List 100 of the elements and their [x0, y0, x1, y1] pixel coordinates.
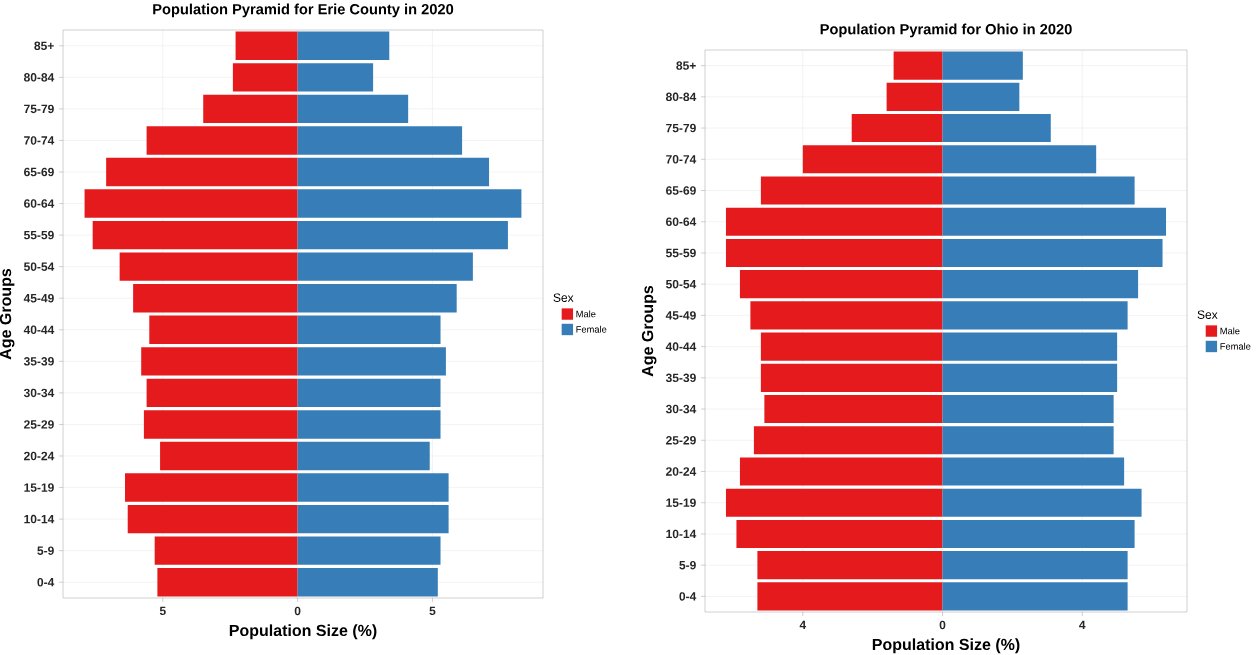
bar	[141, 347, 298, 376]
bar	[146, 378, 298, 408]
x-tick-label: 0	[294, 606, 301, 616]
x-tick-label: 0	[939, 620, 946, 630]
x-axis-title: Population Size (%)	[229, 624, 377, 640]
y-tick-label: 40-44	[665, 342, 697, 351]
bar	[84, 189, 298, 218]
y-axis-title: Age Groups	[0, 268, 15, 360]
bar	[725, 207, 943, 236]
bar	[760, 332, 943, 361]
legend-label: Male	[1220, 327, 1240, 335]
bar	[893, 51, 943, 80]
bar	[942, 145, 1097, 174]
y-tick-label: 80-84	[665, 92, 697, 102]
legend-title: Sex	[553, 293, 574, 302]
bar	[297, 504, 449, 534]
bar	[106, 157, 298, 187]
bar	[942, 301, 1128, 330]
y-tick-label: 5-9	[37, 546, 54, 555]
y-tick-label: 60-64	[666, 217, 697, 226]
y-tick-label: 25-29	[666, 436, 696, 445]
bar	[297, 220, 508, 250]
y-tick-label: 35-39	[665, 373, 696, 383]
bar	[146, 126, 298, 155]
y-tick-label: 30-34	[665, 404, 697, 414]
bar	[297, 189, 522, 218]
y-tick-label: 10-14	[666, 529, 697, 539]
bar	[942, 363, 1118, 392]
bar	[297, 284, 457, 313]
y-tick-label: 0-4	[37, 577, 55, 587]
bar	[125, 473, 298, 502]
y-tick-label: 65-69	[24, 167, 54, 177]
y-tick-label: 55-59	[23, 230, 54, 240]
y-tick-label: 25-29	[24, 420, 54, 429]
bar	[942, 582, 1128, 611]
bar	[297, 63, 374, 92]
bar	[232, 63, 298, 92]
bar	[760, 176, 943, 205]
y-axis-title: Age Groups	[641, 285, 657, 377]
y-tick-label: 60-64	[24, 199, 55, 208]
y-tick-label: 75-79	[666, 123, 696, 133]
bar	[160, 441, 298, 471]
bar	[297, 347, 446, 376]
bar	[942, 519, 1135, 548]
bar	[942, 270, 1139, 299]
bar	[297, 94, 409, 124]
bar	[942, 551, 1128, 580]
bar	[942, 114, 1051, 143]
bar	[297, 441, 430, 471]
x-tick-label: 4	[799, 620, 807, 629]
chart-title: Population Pyramid for Ohio in 2020	[820, 23, 1072, 38]
y-tick-label: 5-9	[679, 560, 696, 570]
bar	[297, 568, 438, 597]
bar	[119, 252, 298, 281]
y-tick-label: 75-79	[24, 104, 54, 114]
bar	[297, 410, 441, 439]
bar	[297, 315, 441, 344]
bar	[133, 284, 298, 313]
bar	[753, 426, 943, 455]
y-tick-label: 40-44	[23, 325, 55, 335]
y-tick-label: 70-74	[666, 155, 697, 164]
y-tick-label: 50-54	[665, 279, 697, 289]
bar	[757, 582, 943, 611]
bar	[764, 395, 943, 424]
y-tick-label: 85+	[34, 41, 54, 51]
y-tick-label: 45-49	[665, 311, 696, 320]
x-tick-label: 5	[429, 606, 436, 616]
bar	[235, 31, 298, 60]
bar	[297, 126, 463, 155]
y-tick-label: 15-19	[24, 483, 54, 492]
x-tick-label: 4	[1079, 620, 1086, 629]
bar	[92, 220, 298, 250]
legend-title: Sex	[1197, 310, 1218, 319]
bar	[154, 536, 298, 565]
bar	[725, 238, 943, 267]
y-tick-label: 0-4	[679, 592, 697, 601]
bar	[942, 82, 1020, 111]
y-tick-label: 20-24	[24, 451, 55, 461]
bar	[297, 157, 490, 187]
bar	[297, 31, 390, 60]
bar	[942, 238, 1163, 267]
bar	[149, 315, 298, 344]
bar	[157, 568, 298, 597]
bar	[942, 395, 1114, 424]
y-tick-label: 85+	[676, 61, 696, 70]
y-tick-label: 70-74	[24, 136, 55, 145]
bar	[942, 207, 1167, 236]
bar	[942, 332, 1118, 361]
bar	[725, 488, 943, 517]
x-tick-label: 5	[159, 606, 166, 616]
bar	[942, 176, 1135, 205]
bar	[760, 363, 943, 392]
y-tick-label: 45-49	[23, 293, 54, 303]
bar	[739, 270, 943, 299]
chart-title: Population Pyramid for Erie County in 2020	[153, 3, 454, 18]
bar	[297, 473, 449, 502]
y-tick-label: 80-84	[23, 73, 55, 82]
bar	[851, 114, 943, 143]
y-tick-label: 30-34	[23, 388, 55, 398]
bar	[739, 457, 943, 486]
